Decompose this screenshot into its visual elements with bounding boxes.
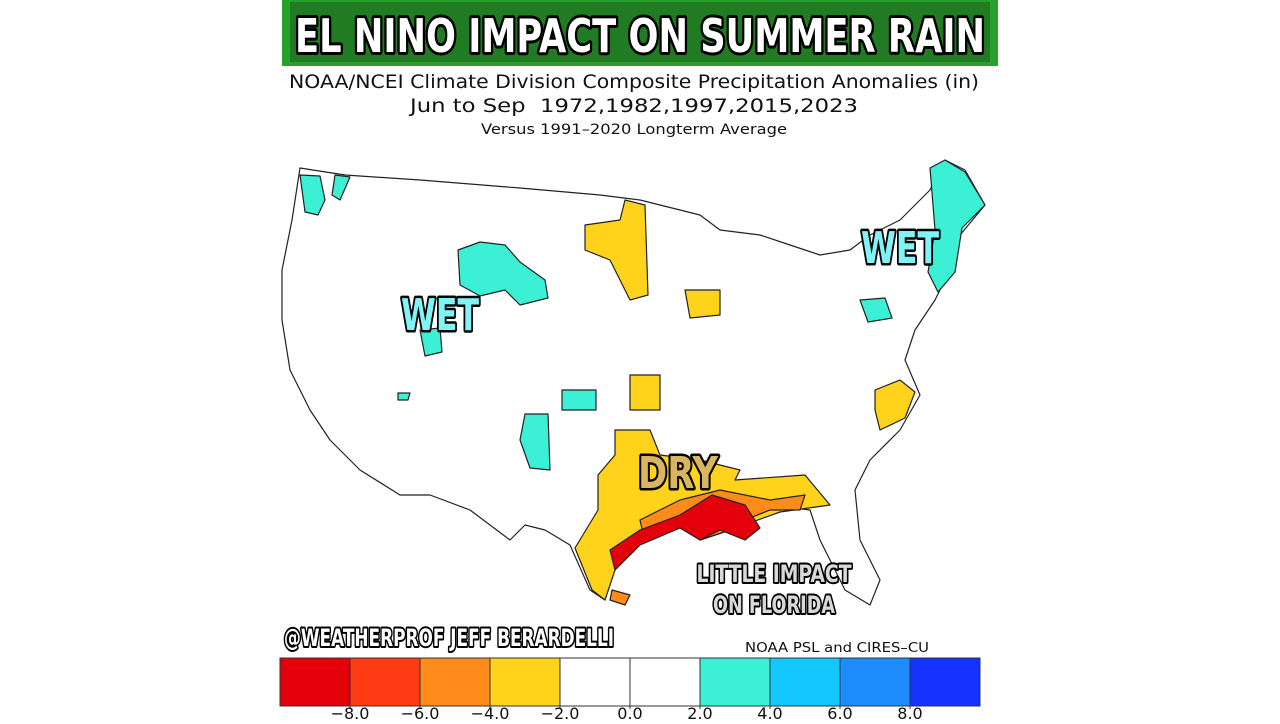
colorbar-tick-label: 8.0 [897,704,922,720]
us-map [281,159,986,606]
source: NOAA PSL and CIRES–CU [745,641,929,656]
colorbar: −8.0 −6.0 −4.0 −2.0 0.0 2.0 4.0 6.0 8.0 [279,657,981,723]
dry-regions-extreme [609,494,761,571]
colorbar-tick-label: 4.0 [757,704,782,720]
annotation: DRY [638,448,719,499]
colorbar-box [839,657,911,707]
subtitle: Jun to Sep 1972,1982,1997,2015,2023 [409,95,858,117]
title-banner [282,0,998,66]
credit: @WEATHERPROF JEFF BERARDELLI [284,624,614,652]
colorbar-tick-label: 0.0 [617,704,642,720]
subtitle: Versus 1991–2020 Longterm Average [481,122,787,138]
subtitle: NOAA/NCEI Climate Division Composite Pre… [289,71,979,93]
colorbar-box [419,657,491,707]
colorbar-box [279,657,351,707]
annotation: LITTLE IMPACT [697,560,852,588]
colorbar-box [559,657,631,707]
colorbar-tick-label: −2.0 [541,704,580,720]
annotation: ON FLORIDA [713,591,835,619]
colorbar-tick-label: −6.0 [401,704,440,720]
colorbar-box [909,657,981,707]
colorbar-box [769,657,841,707]
annotation: WET [861,223,939,274]
colorbar-box [489,657,561,707]
colorbar-box [629,657,701,707]
colorbar-tick-label: −4.0 [471,704,510,720]
annotation: WET [401,290,479,341]
colorbar-box [699,657,771,707]
colorbar-tick-label: −8.0 [331,704,370,720]
colorbar-box [349,657,421,707]
colorbar-tick-label: 6.0 [827,704,852,720]
wet-regions [299,159,986,471]
title: EL NINO IMPACT ON SUMMER RAIN [295,9,985,63]
annotations: WET WET [399,221,942,344]
colorbar-tick-label: 2.0 [687,704,712,720]
title-shadow [290,2,990,62]
